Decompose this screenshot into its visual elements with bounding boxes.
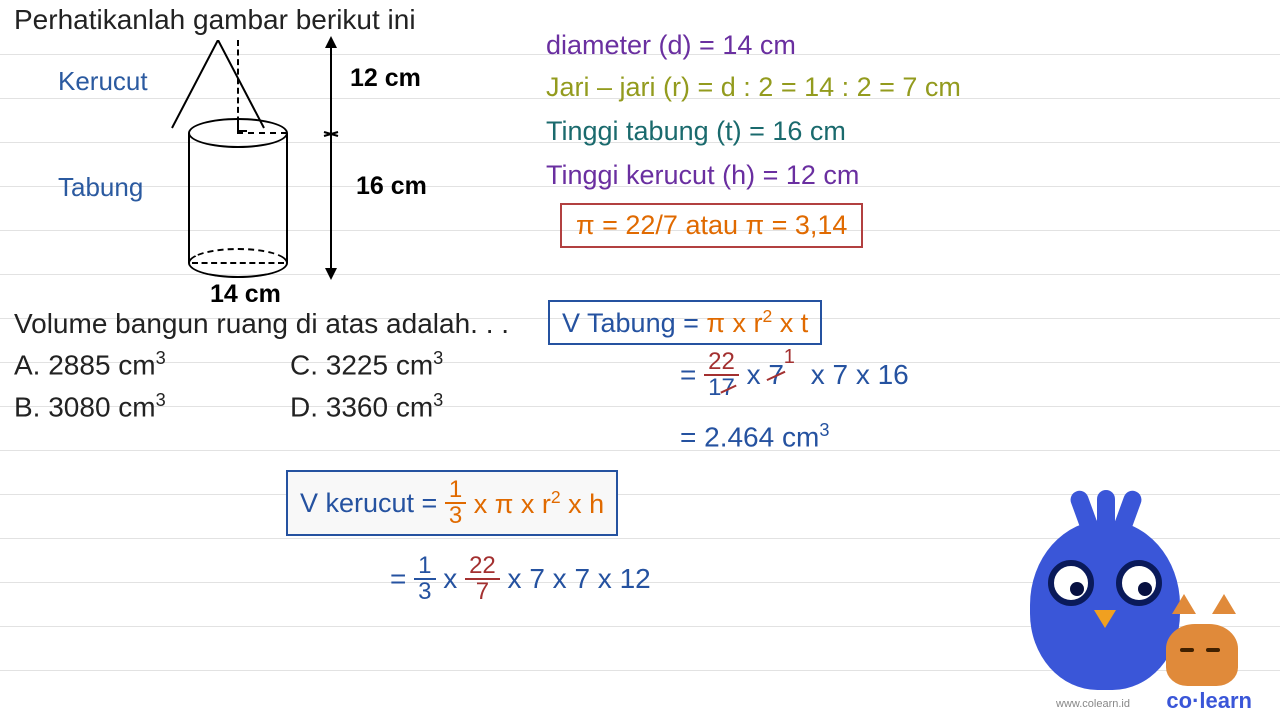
vk-step: = 1 3 x 22 7 x 7 x 7 x 12	[390, 554, 651, 604]
page-title: Perhatikanlah gambar berikut ini	[14, 4, 416, 36]
mascot-owl	[980, 440, 1240, 700]
vk-mid-text: x π x r	[474, 489, 551, 519]
owl-eye-right	[1116, 560, 1162, 606]
option-d: D. 3360 cm3	[290, 390, 443, 423]
seven-strike: 7	[768, 359, 784, 390]
option-c: C. 3225 cm3	[290, 348, 443, 381]
dim-cone-height: 12 cm	[350, 64, 421, 93]
label-kerucut: Kerucut	[58, 66, 148, 97]
pi-text: π = 22/7 atau π = 3,14	[576, 210, 847, 240]
slide-content: Perhatikanlah gambar berikut ini Kerucut…	[0, 0, 1280, 720]
owl-beak	[1094, 610, 1116, 628]
vk-f1n: 1	[445, 478, 466, 504]
equals-sign: =	[680, 359, 696, 391]
vk-post: x h	[561, 489, 605, 519]
vk-x1: x	[443, 563, 457, 595]
question-text: Volume bangun ruang di atas adalah. . .	[14, 308, 509, 340]
vk-s2-rest: x 7 x 7 x 12	[508, 563, 651, 595]
x-seven-strike: x 7	[747, 359, 784, 391]
option-b: B. 3080 cm3	[14, 390, 166, 423]
owl-crest	[1065, 490, 1145, 540]
vk-eq: =	[390, 563, 406, 595]
vt-rest: x 7 x 16	[811, 359, 909, 391]
brand-logo: co·learn	[1166, 688, 1252, 714]
vk-s2-frac2: 22 7	[465, 554, 500, 604]
vt-body: π x r2 x t	[706, 308, 808, 338]
radius-prefix: Jari – jari (r) = d : 2 =	[546, 72, 804, 102]
option-b-text: B. 3080 cm	[14, 391, 156, 422]
option-c-text: C. 3225 cm	[290, 349, 433, 380]
cylinder-sides	[188, 133, 288, 263]
owl-body	[1030, 520, 1180, 690]
mascot-cat	[1166, 596, 1246, 686]
radius-calc: 14 : 2 = 7 cm	[804, 72, 961, 102]
v-tabung-formula-box: V Tabung = π x r2 x t	[548, 300, 822, 345]
pi-box: π = 22/7 atau π = 3,14	[560, 203, 863, 248]
vk-s2-frac1: 1 3	[414, 554, 435, 604]
dim-cyl-height: 16 cm	[356, 172, 427, 201]
vt-body-text: π x r	[706, 308, 762, 338]
dimension-arrow	[322, 36, 340, 280]
diameter-dash	[192, 262, 284, 264]
option-a-text: A. 2885 cm	[14, 349, 156, 380]
one-over-strike: 1	[784, 346, 795, 369]
vt-result: = 2.464 cm3	[680, 420, 829, 453]
vk-label: V kerucut =	[300, 488, 437, 519]
vk-s2-f1d: 3	[414, 580, 435, 604]
vk-mid: x π x r2 x h	[474, 487, 604, 520]
vk-frac-1-3: 1 3	[445, 478, 466, 528]
vt-post: x t	[772, 308, 808, 338]
given-tinggi-tabung: Tinggi tabung (t) = 16 cm	[546, 116, 846, 147]
vk-s2-f2d: 7	[472, 580, 493, 604]
v-kerucut-formula-box: V kerucut = 1 3 x π x r2 x h	[286, 470, 618, 536]
brand-url: www.colearn.id	[1056, 698, 1130, 710]
option-d-text: D. 3360 cm	[290, 391, 433, 422]
frac-22-over-1: 22 17	[704, 350, 739, 400]
frac-d: 17	[704, 376, 739, 400]
given-radius: Jari – jari (r) = d : 2 = 14 : 2 = 7 cm	[546, 72, 961, 103]
vk-s2-f2n: 22	[465, 554, 500, 580]
vt-pre: V Tabung =	[562, 308, 706, 338]
vt-step: = 22 17 x 7 1 x 7 x 16	[680, 350, 909, 400]
option-a: A. 2885 cm3	[14, 348, 166, 381]
given-diameter: diameter (d) = 14 cm	[546, 30, 796, 61]
vk-s2-f1n: 1	[414, 554, 435, 580]
vk-f1d: 3	[445, 504, 466, 528]
solid-diagram	[170, 40, 310, 300]
frac-n: 22	[704, 350, 739, 376]
vt-result-text: = 2.464 cm	[680, 421, 819, 452]
owl-eye-left	[1048, 560, 1094, 606]
given-tinggi-kerucut: Tinggi kerucut (h) = 12 cm	[546, 160, 859, 191]
seven-strike-den: 7	[722, 374, 735, 401]
label-tabung: Tabung	[58, 172, 143, 203]
